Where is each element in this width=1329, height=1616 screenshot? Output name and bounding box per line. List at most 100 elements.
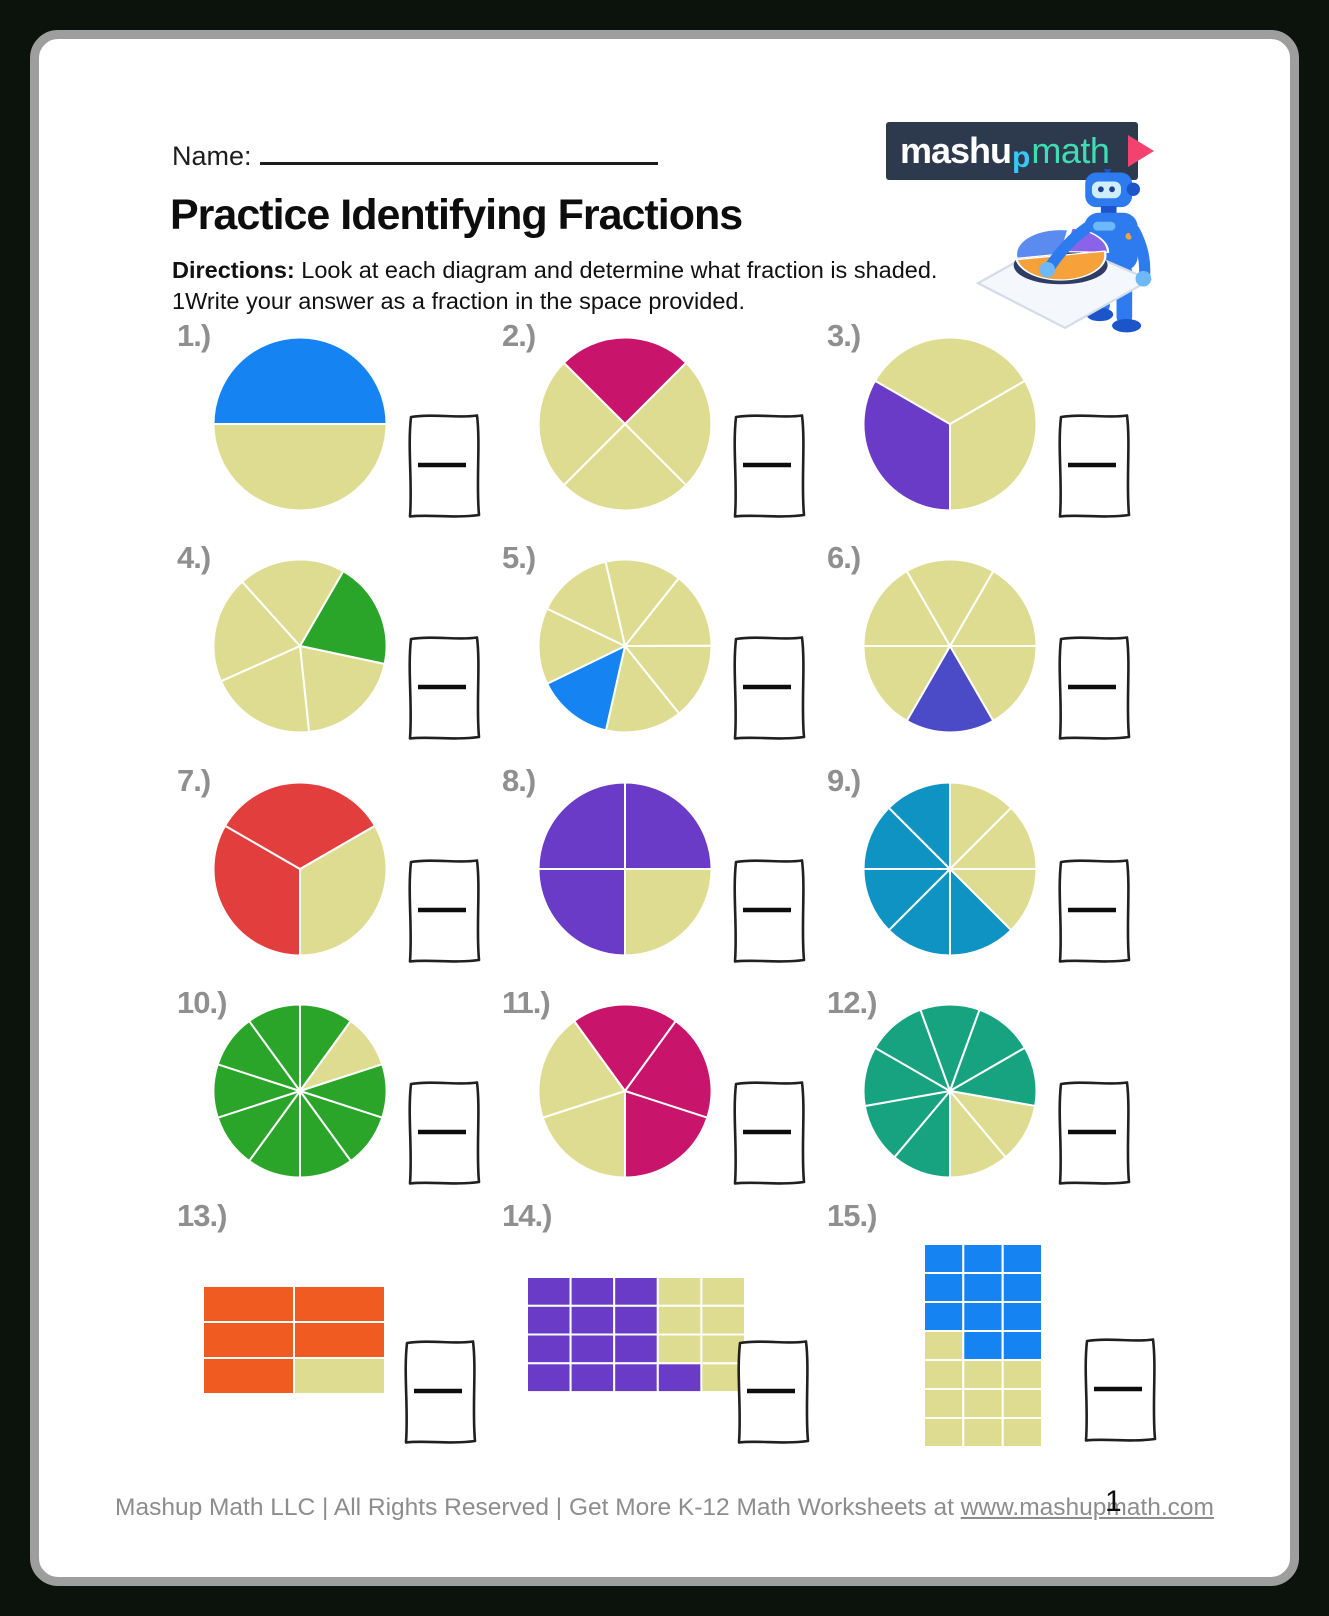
answer-box[interactable] <box>730 1336 814 1448</box>
name-label: Name: <box>172 141 252 171</box>
answer-box[interactable] <box>401 410 485 522</box>
pie-slice <box>562 336 688 425</box>
problems-grid: 1.) 2.) 3.) 4.) 5.) 6.) 7.) 8.) 9.) 10.) <box>169 318 1159 1448</box>
directions-label: Directions: <box>172 257 295 283</box>
directions-line2: 1Write your answer as a fraction in the … <box>172 288 745 314</box>
answer-box[interactable] <box>726 410 810 522</box>
problem-number: 5.) <box>502 540 536 575</box>
name-fill-line[interactable] <box>259 140 658 165</box>
answer-box-frame <box>733 1081 806 1185</box>
fraction-diagram <box>211 557 389 740</box>
problem-number: 9.) <box>827 763 861 798</box>
fraction-pie-chart <box>537 781 713 957</box>
answer-box[interactable] <box>1051 1077 1135 1189</box>
grid-cell <box>923 1359 965 1390</box>
grid-cell <box>1001 1388 1043 1419</box>
answer-box-frame <box>733 414 806 518</box>
problem-number: 4.) <box>177 540 211 575</box>
problem-cell-8: 8.) <box>494 763 819 985</box>
grid-cell <box>962 1301 1004 1332</box>
answer-box-frame <box>404 1340 477 1444</box>
fraction-pie-chart <box>212 558 388 734</box>
pie-slice <box>537 1020 626 1119</box>
fraction-diagram <box>861 557 1039 740</box>
pie-slice <box>545 560 626 647</box>
grid-cell <box>293 1357 386 1395</box>
grid-cell <box>613 1276 659 1307</box>
problem-cell-11: 11.) <box>494 985 819 1198</box>
grid-cell <box>923 1272 965 1303</box>
pie-slice <box>537 361 626 487</box>
problem-number: 14.) <box>502 1198 552 1233</box>
problem-number: 7.) <box>177 763 211 798</box>
answer-box-frame <box>408 636 481 740</box>
pie-slice <box>212 824 301 957</box>
fraction-pie-chart <box>537 336 713 512</box>
grid-cell <box>923 1330 965 1361</box>
answer-box[interactable] <box>1051 855 1135 967</box>
pie-slice <box>537 868 626 957</box>
pie-slice <box>862 645 951 722</box>
fraction-diagram <box>536 557 714 740</box>
problem-number: 6.) <box>827 540 861 575</box>
problem-cell-4: 4.) <box>169 540 494 763</box>
answer-box[interactable] <box>397 1336 481 1448</box>
fraction-pie-chart <box>862 558 1038 734</box>
answer-box-frame <box>408 1081 481 1185</box>
pie-slice <box>887 781 951 870</box>
answer-box[interactable] <box>1051 632 1135 744</box>
grid-cell <box>293 1321 386 1359</box>
worksheet-page: Name: mashu p math <box>30 30 1299 1586</box>
directions-line1: Look at each diagram and determine what … <box>294 257 938 283</box>
pie-slice <box>241 558 345 647</box>
pie-slice <box>212 423 388 512</box>
logo-text-mashu: mashu <box>900 130 1012 171</box>
pie-slice <box>537 607 626 685</box>
grid-cell <box>656 1333 703 1365</box>
answer-box[interactable] <box>1051 410 1135 522</box>
answer-box-frame <box>1084 1338 1157 1442</box>
fraction-diagram <box>536 335 714 518</box>
pie-slice <box>546 645 626 732</box>
fraction-grid-chart <box>923 1243 1043 1448</box>
grid-cell <box>923 1388 965 1419</box>
problem-cell-10: 10.) <box>169 985 494 1198</box>
pie-slice <box>219 645 311 734</box>
answer-box[interactable] <box>726 855 810 967</box>
answer-box[interactable] <box>401 855 485 967</box>
fraction-pie-chart <box>212 781 388 957</box>
footer-copyright: Mashup Math LLC | All Rights Reserved | … <box>115 1494 961 1521</box>
grid-cell <box>1001 1359 1043 1390</box>
fraction-diagram <box>923 1243 1043 1452</box>
grid-cell <box>656 1276 703 1307</box>
answer-box[interactable] <box>726 632 810 744</box>
answer-box[interactable] <box>401 632 485 744</box>
pie-slice <box>905 645 995 734</box>
mashupmath-logo: mashu p math <box>886 122 1154 180</box>
grid-cell <box>569 1333 616 1365</box>
fraction-diagram <box>536 780 714 963</box>
robot-mascot-icon <box>975 169 1153 333</box>
grid-cell <box>1001 1301 1043 1332</box>
answer-box[interactable] <box>1077 1334 1161 1446</box>
pie-slice <box>224 781 376 870</box>
grid-cell <box>1001 1272 1043 1303</box>
pie-slice <box>949 868 1013 957</box>
grid-cell <box>202 1285 295 1323</box>
grid-cell <box>700 1276 746 1307</box>
fraction-diagram <box>211 1002 389 1185</box>
answer-box-frame <box>408 859 481 963</box>
fraction-diagram <box>861 335 1039 518</box>
pie-chart-tray <box>975 227 1153 330</box>
pie-slice <box>862 868 951 932</box>
answer-box[interactable] <box>726 1077 810 1189</box>
answer-box[interactable] <box>401 1077 485 1189</box>
footer-link[interactable]: www.mashupmath.com <box>960 1494 1214 1521</box>
footer-text: Mashup Math LLC | All Rights Reserved | … <box>39 1494 1290 1522</box>
fraction-pie-chart <box>212 1003 388 1179</box>
pie-slice <box>573 1003 677 1092</box>
fraction-pie-chart <box>537 1003 713 1179</box>
answer-box-frame <box>1058 414 1131 518</box>
answer-box-frame <box>737 1340 810 1444</box>
pie-slice <box>949 806 1038 870</box>
